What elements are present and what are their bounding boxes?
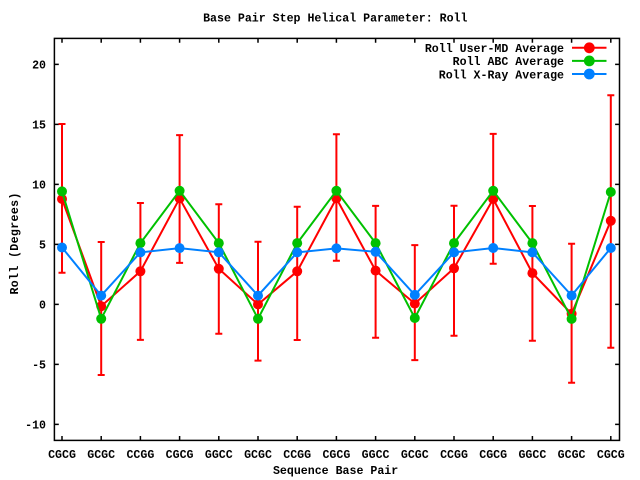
svg-text:Base Pair Step Helical Paramet: Base Pair Step Helical Parameter: Roll	[203, 13, 467, 26]
svg-text:Roll (Degrees): Roll (Degrees)	[9, 192, 22, 294]
svg-text:CGCG: CGCG	[322, 449, 350, 462]
svg-text:CGCG: CGCG	[48, 449, 76, 462]
svg-text:20: 20	[32, 60, 46, 73]
svg-text:CGCG: CGCG	[597, 449, 625, 462]
svg-text:Roll ABC Average: Roll ABC Average	[453, 56, 564, 69]
svg-text:-10: -10	[25, 420, 46, 433]
svg-text:GCGC: GCGC	[558, 449, 586, 462]
svg-text:GGCC: GGCC	[205, 449, 233, 462]
svg-text:Roll X-Ray Average: Roll X-Ray Average	[439, 69, 564, 82]
svg-text:15: 15	[32, 120, 46, 133]
svg-text:Sequence Base Pair: Sequence Base Pair	[273, 465, 398, 478]
svg-text:CCGG: CCGG	[283, 449, 311, 462]
svg-text:10: 10	[32, 180, 46, 193]
svg-text:CGCG: CGCG	[479, 449, 507, 462]
svg-text:CGCG: CGCG	[166, 449, 194, 462]
svg-text:5: 5	[39, 240, 46, 253]
svg-text:GCGC: GCGC	[87, 449, 115, 462]
svg-text:CCGG: CCGG	[440, 449, 468, 462]
svg-text:CCGG: CCGG	[126, 449, 154, 462]
svg-text:-5: -5	[32, 360, 46, 373]
svg-text:GGCC: GGCC	[518, 449, 546, 462]
svg-text:Roll User-MD Average: Roll User-MD Average	[425, 43, 564, 56]
svg-text:GGCC: GGCC	[362, 449, 390, 462]
svg-text:0: 0	[39, 300, 46, 313]
svg-text:GCGC: GCGC	[401, 449, 429, 462]
svg-text:GCGC: GCGC	[244, 449, 272, 462]
